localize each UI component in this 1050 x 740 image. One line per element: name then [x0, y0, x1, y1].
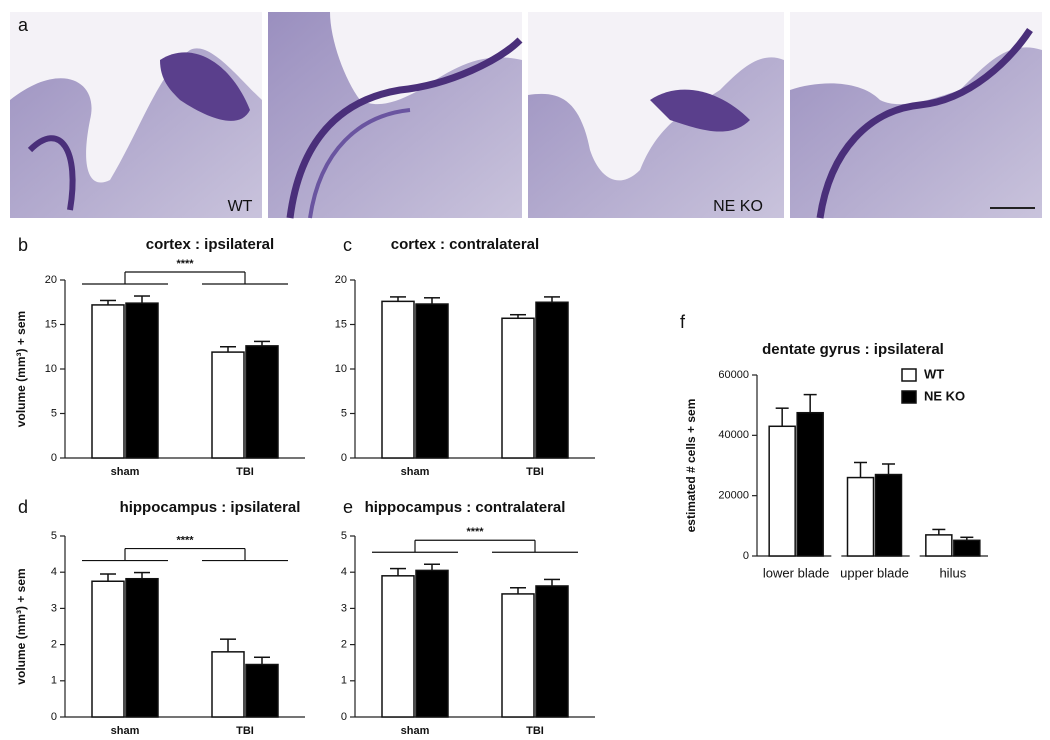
image-label: WT	[228, 198, 253, 215]
bar	[874, 473, 903, 557]
y-tick-label: 0	[341, 711, 347, 723]
y-tick-label: 5	[341, 407, 347, 419]
bar	[91, 580, 125, 718]
y-tick-label: 2	[51, 639, 57, 651]
y-tick-label: 1	[341, 675, 347, 687]
panel-label: e	[343, 497, 353, 517]
y-axis-label: estimated # cells + sem	[684, 399, 698, 533]
y-tick-label: 0	[743, 550, 749, 562]
y-tick-label: 20000	[718, 490, 749, 502]
legend-swatch	[901, 368, 917, 382]
y-tick-label: 5	[51, 530, 57, 542]
y-tick-label: 1	[51, 675, 57, 687]
bar	[91, 304, 125, 459]
bar	[501, 317, 535, 459]
y-tick-label: 5	[341, 530, 347, 542]
legend-label: WT	[924, 366, 944, 381]
panel-label: f	[680, 312, 686, 332]
bar	[245, 345, 279, 459]
x-tick-label: sham	[401, 725, 430, 737]
bar	[245, 663, 279, 718]
x-tick-label: upper blade	[840, 565, 909, 580]
x-tick-label: sham	[401, 466, 430, 478]
y-tick-label: 0	[51, 452, 57, 464]
y-tick-label: 15	[335, 318, 347, 330]
bar	[211, 651, 245, 718]
bar	[501, 593, 535, 718]
y-tick-label: 3	[341, 602, 347, 614]
panel-label: a	[18, 15, 29, 35]
x-tick-label: TBI	[526, 466, 544, 478]
micrograph	[790, 12, 1042, 219]
y-axis-label: volume (mm³) + sem	[14, 311, 28, 427]
y-axis-label: volume (mm³) + sem	[14, 568, 28, 684]
y-tick-label: 10	[335, 363, 347, 375]
micrograph	[268, 12, 523, 219]
chart-title: cortex : ipsilateral	[146, 236, 274, 253]
legend-swatch	[901, 390, 917, 404]
significance-label: ****	[176, 534, 194, 546]
x-tick-label: TBI	[236, 725, 254, 737]
legend-label: NE KO	[924, 388, 965, 403]
bar	[796, 411, 824, 557]
bar	[768, 425, 796, 557]
significance-label: ****	[466, 526, 484, 538]
y-tick-label: 3	[51, 602, 57, 614]
y-tick-label: 0	[51, 711, 57, 723]
panel-label: c	[343, 235, 352, 255]
image-label: NE KO	[713, 198, 763, 215]
y-tick-label: 15	[45, 318, 57, 330]
x-tick-label: TBI	[236, 466, 254, 478]
y-tick-label: 2	[341, 639, 347, 651]
chart-title: hippocampus : contralateral	[365, 499, 566, 516]
bar	[925, 534, 953, 557]
y-tick-label: 5	[51, 407, 57, 419]
y-tick-label: 4	[51, 566, 57, 578]
bar	[415, 303, 449, 459]
y-tick-label: 4	[341, 566, 347, 578]
y-tick-label: 0	[341, 452, 347, 464]
bar	[535, 301, 569, 459]
chart-title: hippocampus : ipsilateral	[120, 499, 301, 516]
bar	[535, 585, 569, 718]
chart-title: dentate gyrus : ipsilateral	[762, 341, 944, 358]
bar	[953, 539, 981, 557]
micrograph	[10, 12, 262, 218]
bar	[125, 577, 159, 718]
panel-label: d	[18, 497, 28, 517]
x-tick-label: TBI	[526, 725, 544, 737]
bar	[415, 569, 449, 718]
y-tick-label: 60000	[718, 369, 749, 381]
y-tick-label: 40000	[718, 429, 749, 441]
micrograph	[528, 12, 784, 218]
bar	[381, 575, 415, 718]
significance-label: ****	[176, 258, 194, 270]
y-tick-label: 20	[335, 274, 347, 286]
bar	[125, 302, 159, 459]
y-tick-label: 10	[45, 363, 57, 375]
bar	[381, 300, 415, 459]
chart-title: cortex : contralateral	[391, 236, 539, 253]
x-tick-label: sham	[111, 466, 140, 478]
y-tick-label: 20	[45, 274, 57, 286]
x-tick-label: hilus	[939, 565, 966, 580]
bar	[846, 476, 875, 557]
panel-label: b	[18, 235, 28, 255]
bar	[211, 351, 245, 459]
micrographs: WT NE KO	[10, 12, 1042, 219]
x-tick-label: sham	[111, 725, 140, 737]
x-tick-label: lower blade	[763, 565, 830, 580]
